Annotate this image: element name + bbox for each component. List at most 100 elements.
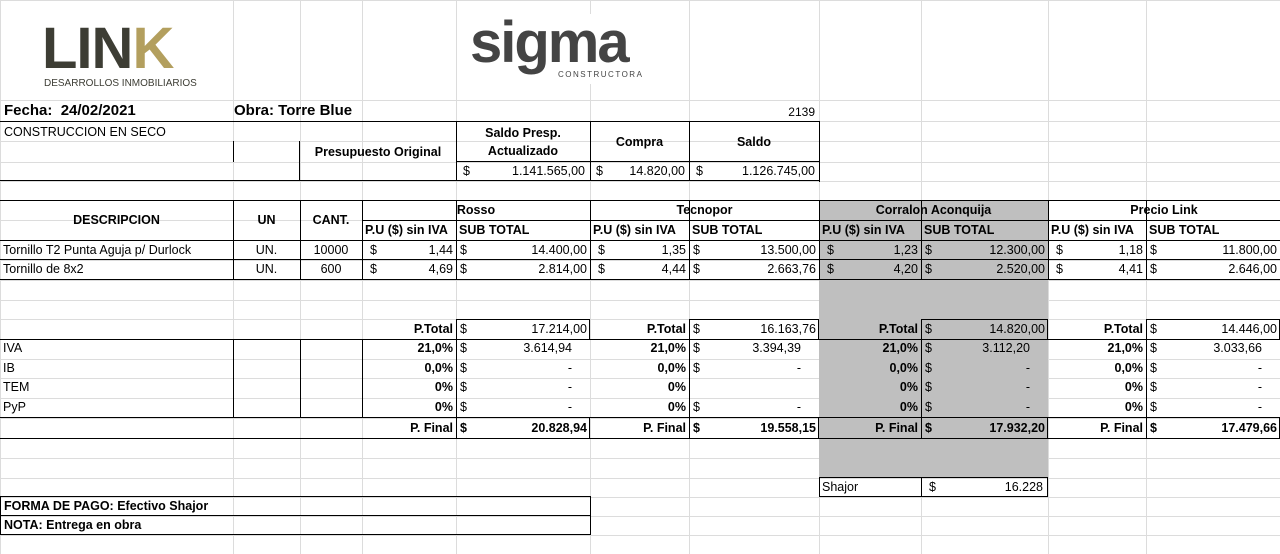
border-line — [590, 121, 591, 181]
border-line — [233, 141, 234, 162]
ptotal-value: 14.820,00 — [989, 322, 1045, 337]
border-line — [0, 515, 591, 516]
border-line — [362, 220, 1280, 221]
fecha-label: Fecha: 24/02/2021 — [4, 101, 136, 119]
subtotal: 12.300,00 — [989, 243, 1045, 258]
border-line — [1048, 200, 1049, 280]
currency-sign: $ — [460, 262, 467, 277]
gridline-h — [0, 260, 1280, 261]
subtotal-header: SUB TOTAL — [1149, 223, 1220, 238]
currency-sign: $ — [460, 420, 467, 435]
ptotal-value: 14.446,00 — [1221, 322, 1277, 337]
currency-sign: $ — [696, 163, 703, 178]
subtotal: 2.646,00 — [1228, 262, 1277, 277]
item-unit: UN. — [255, 243, 278, 258]
gridline-h — [0, 100, 1280, 101]
pu-header: P.U ($) sin IVA — [593, 223, 676, 238]
border-line — [0, 417, 1280, 418]
budget-col-original: Presupuesto Original — [314, 144, 442, 159]
currency-sign: $ — [1056, 262, 1063, 277]
budget-code: 2139 — [788, 105, 815, 119]
saldo-actualizado-value: 1.141.565,00 — [512, 163, 585, 178]
unit-price: 4,69 — [428, 262, 453, 277]
col-header-cant: CANT. — [312, 213, 350, 228]
pfinal-label: P. Final — [643, 420, 686, 435]
border-line — [921, 477, 922, 497]
border-line — [590, 200, 591, 280]
gridline-h — [0, 535, 1280, 536]
border-line — [0, 259, 1280, 260]
ptotal-label: P.Total — [413, 322, 453, 337]
gridline-h — [0, 280, 1280, 281]
sigma-logo-subtitle: CONSTRUCTORA — [558, 70, 644, 79]
gridline-h — [0, 418, 1280, 419]
pu-header: P.U ($) sin IVA — [1051, 223, 1134, 238]
tax-percent: 0,0% — [424, 361, 454, 376]
border-line — [819, 200, 820, 280]
ptotal-value: 16.163,76 — [760, 322, 816, 337]
pu-header: P.U ($) sin IVA — [365, 223, 448, 238]
tax-row-label: TEM — [3, 380, 30, 395]
currency-sign: $ — [460, 380, 467, 395]
pfinal-value: 17.932,20 — [989, 420, 1045, 435]
currency-sign: $ — [460, 400, 467, 415]
subtotal: 11.800,00 — [1222, 243, 1277, 258]
border-line — [299, 141, 300, 181]
unit-price: 1,35 — [661, 243, 686, 258]
highlight-column — [819, 200, 1048, 477]
border-line — [0, 180, 820, 181]
gridline-h — [0, 398, 1280, 399]
tax-value: - — [1025, 400, 1030, 415]
tax-value: - — [796, 400, 801, 415]
border-line — [300, 200, 301, 280]
currency-sign: $ — [925, 341, 932, 356]
currency-sign: $ — [598, 243, 605, 258]
subtotal: 2.663,76 — [767, 262, 816, 277]
border-line — [921, 339, 922, 418]
item-description: Tornillo de 8x2 — [3, 262, 84, 277]
currency-sign: $ — [693, 420, 700, 435]
sigma-logo: sigma CONSTRUCTORA — [466, 10, 652, 84]
col-header-un: UN — [257, 213, 276, 228]
border-line — [689, 339, 690, 418]
pfinal-label: P. Final — [410, 420, 453, 435]
tax-percent: 0% — [1124, 380, 1143, 395]
currency-sign: $ — [463, 163, 470, 178]
border-line — [921, 221, 922, 279]
currency-sign: $ — [693, 361, 700, 376]
gridline-h — [0, 0, 1280, 1]
ptotal-label: P.Total — [646, 322, 686, 337]
gridline-h — [0, 497, 1280, 498]
sigma-logo-text: sigma — [470, 10, 630, 75]
tax-percent: 21,0% — [650, 341, 686, 356]
unit-price: 1,44 — [428, 243, 453, 258]
subtotal: 2.520,00 — [996, 262, 1045, 277]
tax-value: - — [567, 361, 572, 376]
currency-sign: $ — [1150, 400, 1157, 415]
currency-sign: $ — [925, 322, 932, 337]
border-line — [456, 121, 457, 181]
tax-value: - — [1025, 361, 1030, 376]
currency-sign: $ — [460, 322, 467, 337]
tax-value: - — [796, 361, 801, 376]
currency-sign: $ — [925, 400, 932, 415]
border-line — [456, 161, 819, 162]
tax-percent: 21,0% — [882, 341, 918, 356]
border-line — [233, 339, 234, 418]
border-line — [362, 339, 363, 418]
ptotal-label: P.Total — [878, 322, 918, 337]
currency-sign: $ — [925, 380, 932, 395]
currency-sign: $ — [925, 243, 932, 258]
currency-sign: $ — [827, 243, 834, 258]
budget-col-compra: Compra — [615, 134, 664, 149]
ptotal-value: 17.214,00 — [531, 322, 587, 337]
pfinal-label: P. Final — [1100, 420, 1143, 435]
currency-sign: $ — [693, 243, 700, 258]
currency-sign: $ — [693, 400, 700, 415]
tax-row-label: IVA — [3, 341, 23, 356]
budget-col-saldo-actualizado: Saldo Presp. Actualizado — [485, 126, 561, 158]
tax-value: - — [1257, 400, 1262, 415]
link-logo-subtitle: DESARROLLOS INMOBILIARIOS — [44, 78, 197, 89]
border-line — [1146, 339, 1147, 418]
gridline-h — [0, 300, 1280, 301]
